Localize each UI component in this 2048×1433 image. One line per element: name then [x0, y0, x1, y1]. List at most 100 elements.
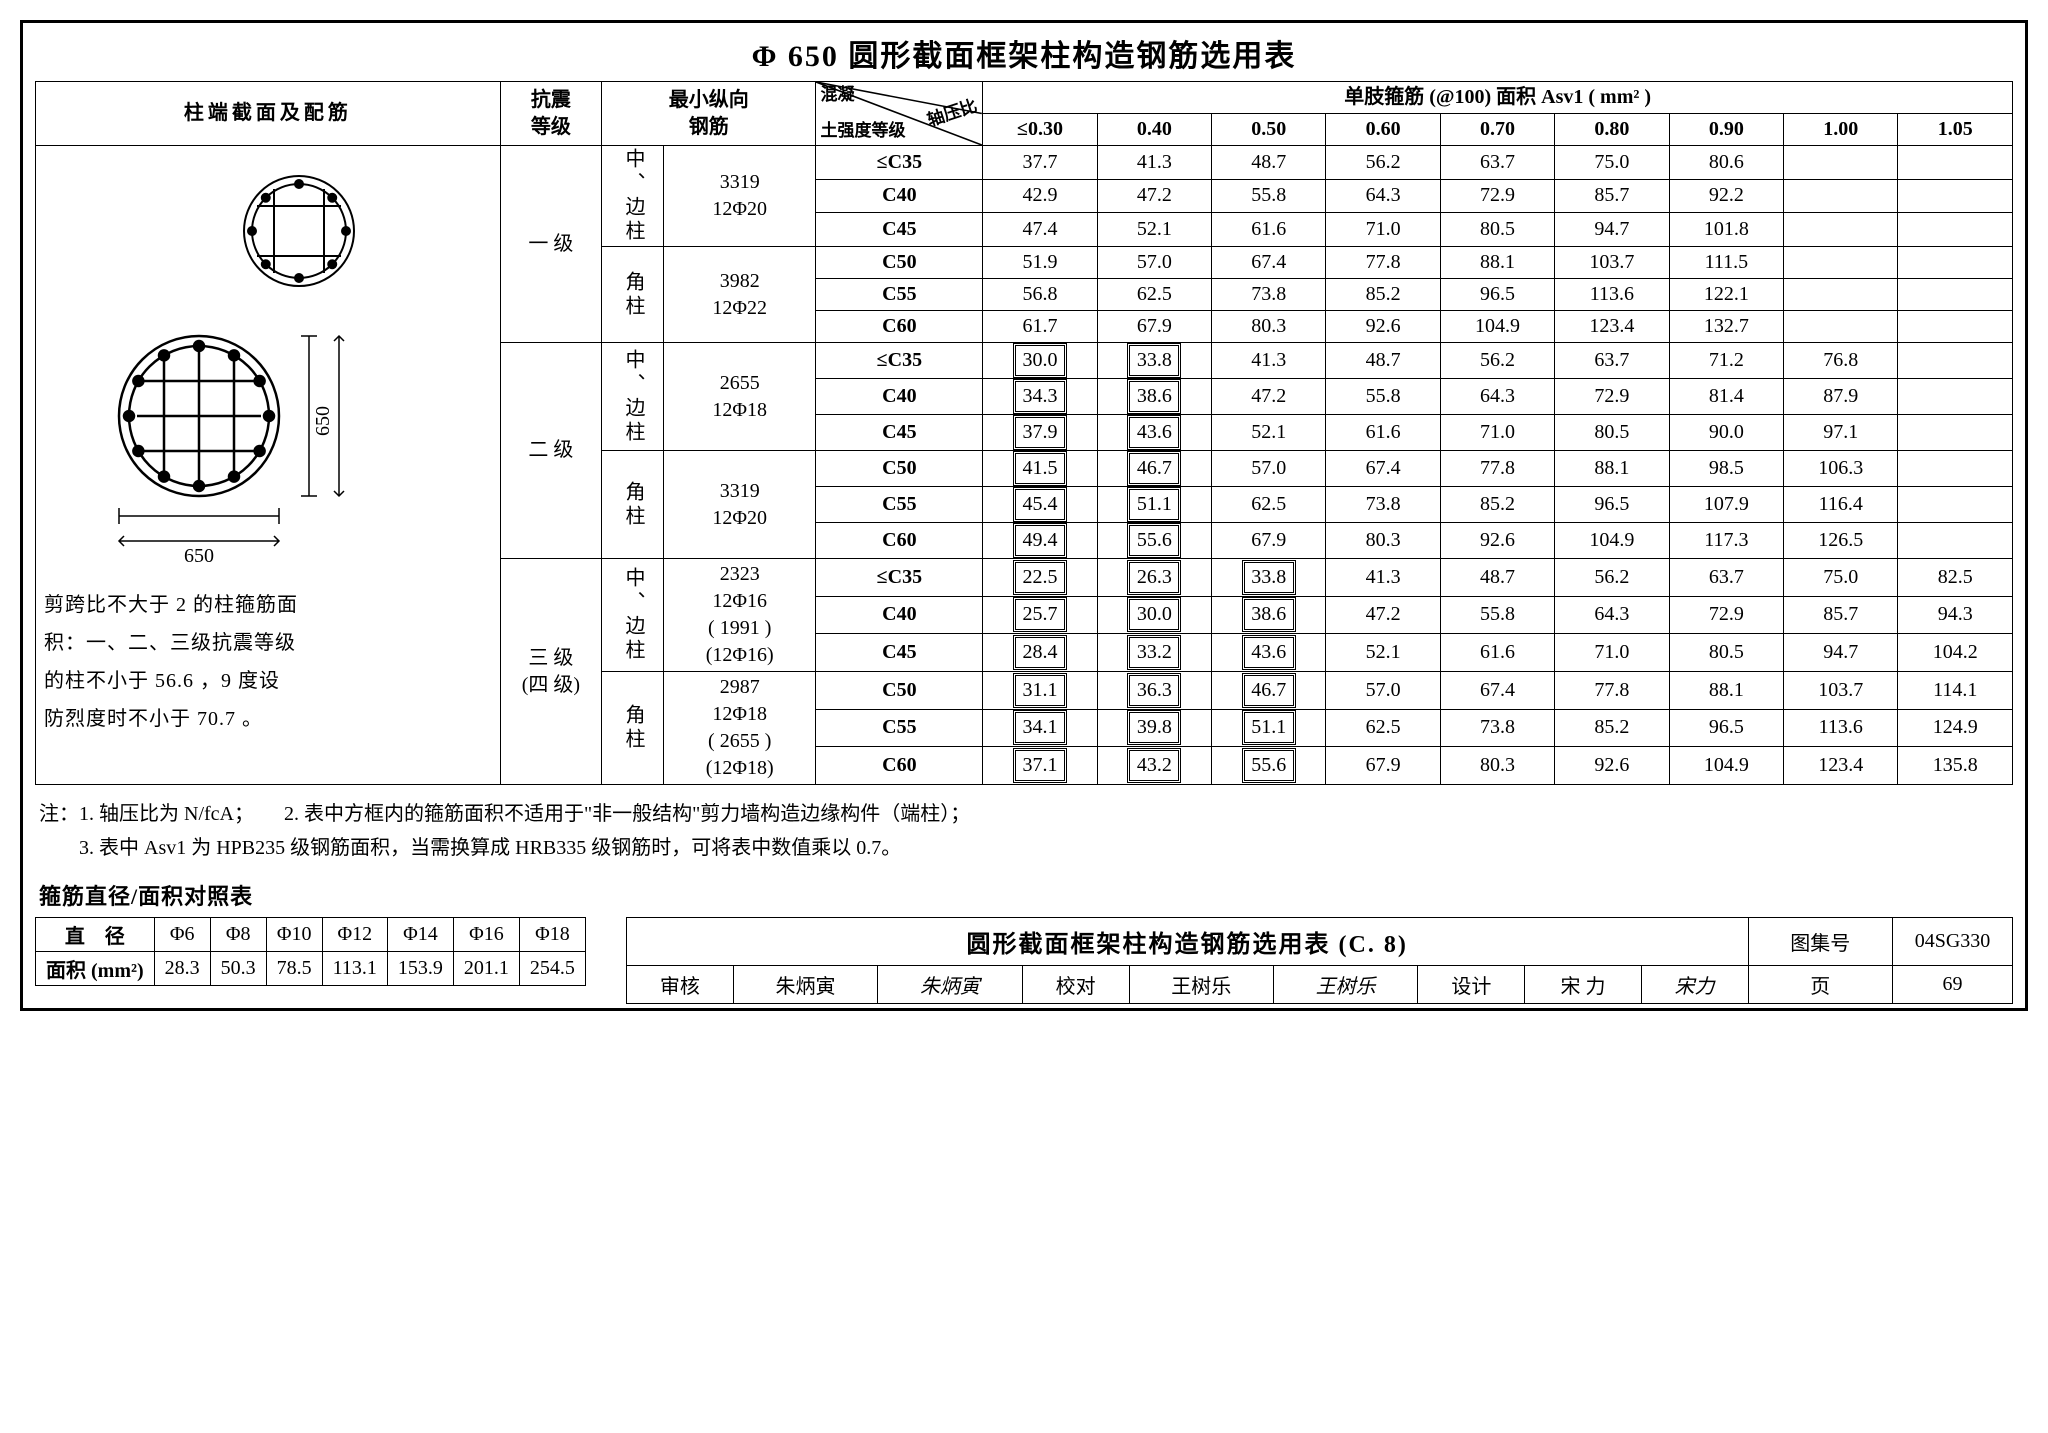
value-cell — [1784, 279, 1898, 311]
value-cell — [1898, 311, 2013, 343]
value-cell: 71.0 — [1440, 415, 1554, 451]
value-cell: 56.2 — [1326, 146, 1440, 180]
concrete-grade-cell: C60 — [816, 523, 983, 559]
jiaodui-sig: 王树乐 — [1273, 966, 1417, 1004]
value-cell: 104.2 — [1898, 634, 2013, 672]
value-cell: 103.7 — [1555, 247, 1669, 279]
value-cell: 85.2 — [1440, 487, 1554, 523]
sheji-sig: 宋力 — [1641, 966, 1748, 1004]
concrete-grade-cell: C40 — [816, 179, 983, 213]
value-cell: 126.5 — [1784, 523, 1898, 559]
value-cell: 57.0 — [1326, 672, 1440, 710]
value-cell: 75.0 — [1784, 559, 1898, 597]
value-cell: 87.9 — [1784, 379, 1898, 415]
value-cell: 123.4 — [1555, 311, 1669, 343]
value-cell — [1898, 415, 2013, 451]
concrete-grade-cell: C40 — [816, 379, 983, 415]
concrete-grade-cell: ≤C35 — [816, 343, 983, 379]
hdr-ratio-cell: 1.00 — [1784, 114, 1898, 146]
value-cell: 81.4 — [1669, 379, 1783, 415]
area-dia-cell: Φ16 — [453, 918, 519, 952]
shenhe-l: 审核 — [626, 966, 733, 1004]
value-cell: 72.9 — [1440, 179, 1554, 213]
area-val-cell: 254.5 — [519, 952, 585, 986]
table-header: 柱端截面及配筋 抗震 等级 最小纵向 钢筋 混凝 土强度等级 轴压比 — [36, 82, 2013, 146]
value-cell — [1784, 146, 1898, 180]
value-cell: 73.8 — [1440, 709, 1554, 747]
page-title: Φ 650 圆形截面框架柱构造钢筋选用表 — [35, 31, 2013, 75]
value-cell — [1898, 343, 2013, 379]
concrete-grade-cell: C60 — [816, 311, 983, 343]
area-table: 直 径Φ6Φ8Φ10Φ12Φ14Φ16Φ18 面积 (mm²)28.350.37… — [35, 917, 586, 986]
area-h1: 直 径 — [36, 918, 155, 952]
value-cell: 80.3 — [1326, 523, 1440, 559]
value-cell: 67.9 — [1212, 523, 1326, 559]
value-cell: 48.7 — [1440, 559, 1554, 597]
jiaodui-l: 校对 — [1022, 966, 1129, 1004]
area-val-cell: 113.1 — [322, 952, 387, 986]
note-line-1: 注：1. 轴压比为 N/fcA； 2. 表中方框内的箍筋面积不适用于"非一般结构… — [39, 797, 2009, 831]
value-cell: 72.9 — [1669, 596, 1783, 634]
area-subtitle: 箍筋直径/面积对照表 — [39, 879, 2009, 911]
value-cell — [1898, 379, 2013, 415]
hdr-ratio-cell: ≤0.30 — [983, 114, 1097, 146]
hdr-ratio-cell: 0.80 — [1555, 114, 1669, 146]
hdr-ratio-cell: 0.90 — [1669, 114, 1783, 146]
value-cell: 85.2 — [1326, 279, 1440, 311]
hdr-concrete-ratio: 混凝 土强度等级 轴压比 — [816, 82, 983, 146]
value-cell: 135.8 — [1898, 747, 2013, 785]
table-row: 650 650 剪跨比不大于 2 的柱箍筋面 积：一、二、三级抗震等级 的柱不小… — [36, 146, 2013, 180]
value-cell: 106.3 — [1784, 451, 1898, 487]
value-cell: 71.0 — [1555, 634, 1669, 672]
value-cell: 61.6 — [1212, 213, 1326, 247]
value-cell: 41.3 — [1212, 343, 1326, 379]
value-cell: 55.6 — [1212, 747, 1326, 785]
value-cell: 101.8 — [1669, 213, 1783, 247]
value-cell: 46.7 — [1212, 672, 1326, 710]
value-cell: 52.1 — [1326, 634, 1440, 672]
value-cell: 64.3 — [1326, 179, 1440, 213]
value-cell: 38.6 — [1212, 596, 1326, 634]
value-cell: 111.5 — [1669, 247, 1783, 279]
tuji-label: 图集号 — [1748, 918, 1893, 966]
hdr-ratio-cell: 0.40 — [1097, 114, 1211, 146]
value-cell: 51.1 — [1212, 709, 1326, 747]
hdr-minrebar: 最小纵向 钢筋 — [602, 82, 816, 146]
value-cell: 43.2 — [1097, 747, 1211, 785]
value-cell: 96.5 — [1669, 709, 1783, 747]
tuji-value: 04SG330 — [1893, 918, 2013, 966]
value-cell: 80.3 — [1212, 311, 1326, 343]
value-cell: 62.5 — [1212, 487, 1326, 523]
value-cell: 48.7 — [1326, 343, 1440, 379]
value-cell: 57.0 — [1097, 247, 1211, 279]
value-cell: 47.2 — [1097, 179, 1211, 213]
min-rebar-cell: 232312Φ16( 1991 )(12Φ16) — [663, 559, 816, 672]
value-cell: 85.2 — [1555, 709, 1669, 747]
jiaodui-v: 王树乐 — [1129, 966, 1273, 1004]
notes-block: 注：1. 轴压比为 N/fcA； 2. 表中方框内的箍筋面积不适用于"非一般结构… — [39, 797, 2009, 865]
value-cell: 92.6 — [1555, 747, 1669, 785]
column-type-cell: 中、边柱 — [602, 559, 664, 672]
value-cell: 88.1 — [1440, 247, 1554, 279]
column-type-cell: 中、边柱 — [602, 146, 664, 247]
value-cell: 67.9 — [1097, 311, 1211, 343]
hdr-ratio-cell: 0.60 — [1326, 114, 1440, 146]
concrete-grade-cell: C45 — [816, 634, 983, 672]
value-cell: 88.1 — [1555, 451, 1669, 487]
value-cell: 67.9 — [1326, 747, 1440, 785]
value-cell: 37.1 — [983, 747, 1097, 785]
main-table: 柱端截面及配筋 抗震 等级 最小纵向 钢筋 混凝 土强度等级 轴压比 — [35, 81, 2013, 785]
value-cell: 61.6 — [1440, 634, 1554, 672]
value-cell: 64.3 — [1555, 596, 1669, 634]
value-cell: 38.6 — [1097, 379, 1211, 415]
svg-text:650: 650 — [184, 545, 214, 567]
hdr-seismic: 抗震 等级 — [500, 82, 601, 146]
value-cell: 61.6 — [1326, 415, 1440, 451]
value-cell: 113.6 — [1555, 279, 1669, 311]
seismic-grade-cell: 一 级 — [500, 146, 601, 343]
value-cell: 67.4 — [1212, 247, 1326, 279]
value-cell: 47.2 — [1212, 379, 1326, 415]
value-cell: 34.1 — [983, 709, 1097, 747]
value-cell: 61.7 — [983, 311, 1097, 343]
value-cell: 51.1 — [1097, 487, 1211, 523]
